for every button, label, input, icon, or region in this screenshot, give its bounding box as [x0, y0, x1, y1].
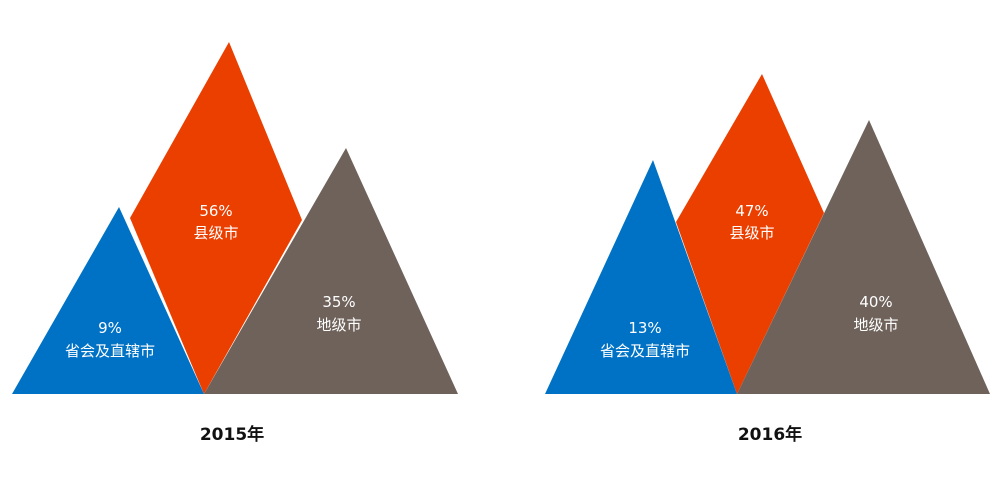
chart-title-2016: 2016年	[738, 424, 802, 445]
triangle-2015-prefecture-city	[204, 148, 458, 394]
triangle-2015-county-city	[130, 42, 302, 394]
category-label-2015-county-city: 县级市	[193, 224, 238, 242]
chart-2015: 56% 县级市 9% 省会及直辖市 35% 地级市 2015年	[12, 42, 458, 445]
chart-title-2015: 2015年	[200, 424, 264, 445]
triangle-2016-county-city	[676, 74, 824, 394]
value-label-2015-provincial-capital: 9%	[98, 319, 122, 337]
category-label-2016-provincial-capital: 省会及直辖市	[600, 342, 690, 360]
triangle-2016-provincial-capital	[545, 160, 737, 394]
value-label-2016-provincial-capital: 13%	[628, 319, 661, 337]
category-label-2016-county-city: 县级市	[729, 224, 774, 242]
value-label-2016-county-city: 47%	[735, 202, 768, 220]
value-label-2015-county-city: 56%	[199, 202, 232, 220]
category-label-2016-prefecture-city: 地级市	[853, 316, 898, 334]
triangle-2015-provincial-capital	[12, 207, 204, 394]
value-label-2016-prefecture-city: 40%	[859, 293, 892, 311]
category-label-2015-prefecture-city: 地级市	[316, 316, 361, 334]
category-label-2015-provincial-capital: 省会及直辖市	[65, 342, 155, 360]
triangle-2016-prefecture-city	[737, 120, 990, 394]
value-label-2015-prefecture-city: 35%	[322, 293, 355, 311]
chart-2016: 47% 县级市 13% 省会及直辖市 40% 地级市 2016年	[545, 74, 990, 445]
